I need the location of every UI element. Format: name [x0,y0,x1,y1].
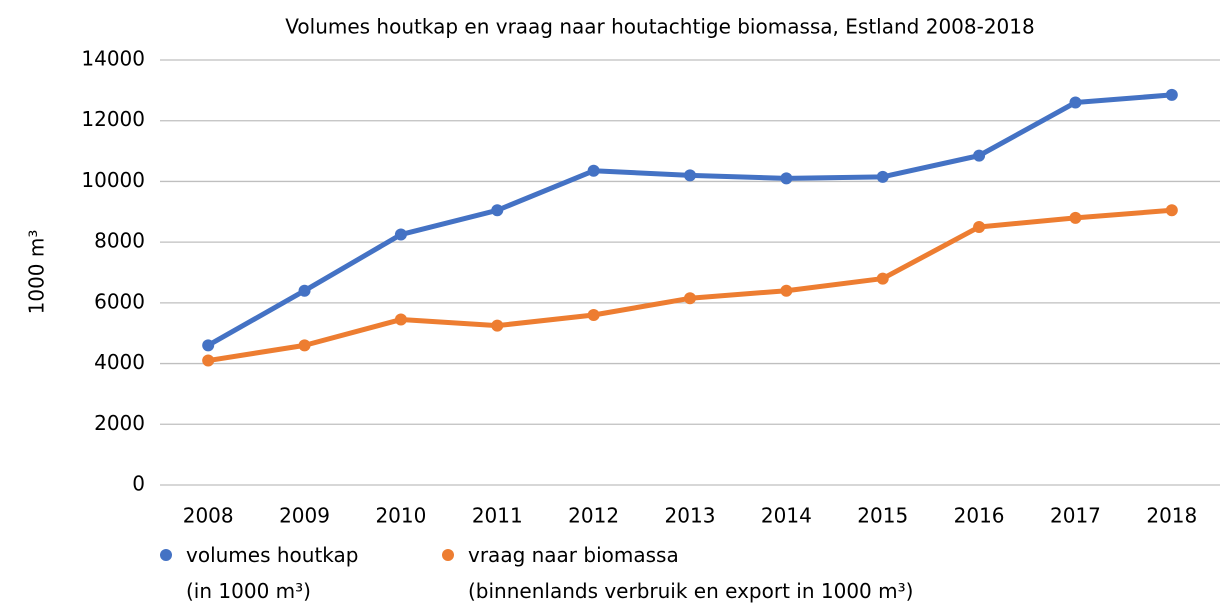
y-axis-label: 1000 m³ [25,230,49,315]
y-tick-label: 8000 [94,229,145,253]
y-tick-label: 12000 [81,107,145,131]
legend-item: volumes houtkap (in 1000 m³) [160,537,358,605]
x-tick-label: 2017 [1050,504,1101,528]
point [876,272,889,285]
x-tick-label: 2011 [472,504,523,528]
point [876,170,889,183]
y-tick-label: 2000 [94,411,145,435]
point [202,354,215,367]
point [973,220,986,233]
point [587,164,600,177]
point [1165,88,1178,101]
point [491,204,504,217]
point [1165,204,1178,217]
point [587,309,600,321]
x-tick-label: 2018 [1146,504,1197,528]
point [684,169,696,182]
legend-label: volumes houtkap (in 1000 m³) [186,543,359,603]
x-tick-label: 2016 [954,504,1005,528]
point [1069,211,1082,224]
point [780,172,793,185]
y-tick-label: 4000 [94,350,145,374]
point [973,149,986,162]
chart-title: Volumes houtkap en vraag naar houtachtig… [285,15,1034,39]
point [202,339,215,352]
legend-label: vraag naar biomassa (binnenlands verbrui… [468,543,914,603]
y-tick-label: 14000 [81,47,145,71]
point [394,313,407,326]
point [684,292,696,305]
y-tick-label: 0 [132,472,145,496]
point [491,319,504,332]
point [1069,96,1082,109]
x-tick-label: 2014 [761,504,812,528]
x-tick-label: 2009 [279,504,330,528]
point [298,284,311,297]
y-tick-label: 10000 [81,168,145,192]
point [394,228,407,241]
x-tick-label: 2015 [857,504,908,528]
x-tick-label: 2013 [665,504,716,528]
point [780,284,793,297]
chart: Volumes houtkap en vraag naar houtachtig… [25,15,1220,528]
legend-marker [442,549,454,561]
x-tick-label: 2010 [375,504,426,528]
y-tick-label: 6000 [94,289,145,313]
x-tick-label: 2008 [183,504,234,528]
x-tick-label: 2012 [568,504,619,528]
series-line [207,207,1173,364]
legend-marker [160,549,172,561]
legend-item: vraag naar biomassa (binnenlands verbrui… [442,537,913,605]
point [298,339,311,352]
